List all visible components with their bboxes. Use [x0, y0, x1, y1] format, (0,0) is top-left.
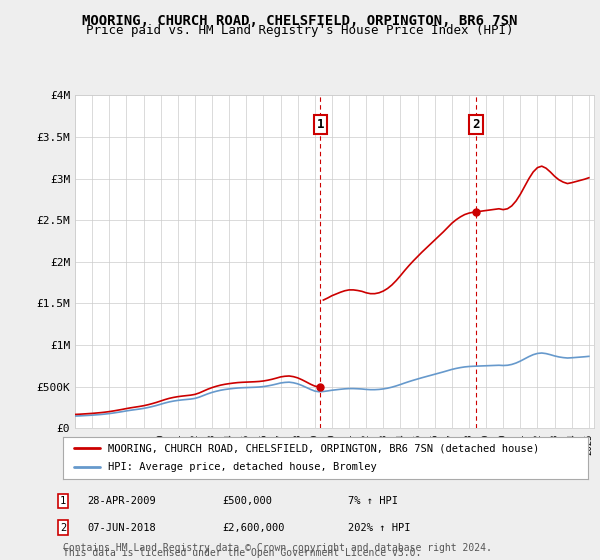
Text: £500,000: £500,000 [222, 496, 272, 506]
Text: 1: 1 [317, 118, 324, 131]
Text: HPI: Average price, detached house, Bromley: HPI: Average price, detached house, Brom… [107, 463, 376, 473]
Text: Price paid vs. HM Land Registry's House Price Index (HPI): Price paid vs. HM Land Registry's House … [86, 24, 514, 37]
Text: This data is licensed under the Open Government Licence v3.0.: This data is licensed under the Open Gov… [63, 548, 421, 558]
Text: MOORING, CHURCH ROAD, CHELSFIELD, ORPINGTON, BR6 7SN (detached house): MOORING, CHURCH ROAD, CHELSFIELD, ORPING… [107, 443, 539, 453]
Text: 2: 2 [473, 118, 480, 131]
Text: 202% ↑ HPI: 202% ↑ HPI [348, 522, 410, 533]
Text: £2,600,000: £2,600,000 [222, 522, 284, 533]
Text: 07-JUN-2018: 07-JUN-2018 [87, 522, 156, 533]
Text: 2: 2 [60, 522, 66, 533]
Text: Contains HM Land Registry data © Crown copyright and database right 2024.: Contains HM Land Registry data © Crown c… [63, 543, 492, 553]
Text: MOORING, CHURCH ROAD, CHELSFIELD, ORPINGTON, BR6 7SN: MOORING, CHURCH ROAD, CHELSFIELD, ORPING… [82, 14, 518, 28]
Text: 1: 1 [60, 496, 66, 506]
Text: 28-APR-2009: 28-APR-2009 [87, 496, 156, 506]
Text: 7% ↑ HPI: 7% ↑ HPI [348, 496, 398, 506]
